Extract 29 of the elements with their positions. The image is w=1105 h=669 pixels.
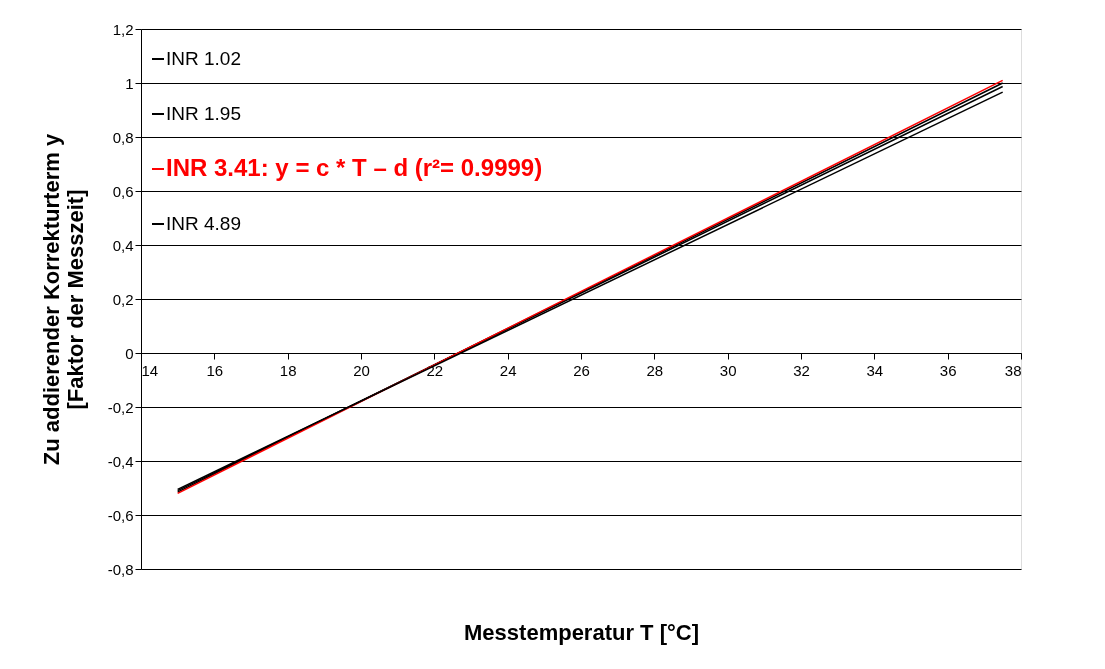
x-tick-label: 38 xyxy=(1004,361,1022,379)
y-tick-label: 0,2 xyxy=(112,290,134,308)
legend-label: INR 1.95 xyxy=(166,103,241,124)
y-tick-label: 0,6 xyxy=(112,182,134,200)
y-tick-label: 0,4 xyxy=(112,236,134,254)
x-tick-label: 32 xyxy=(793,361,810,379)
y-tick-label: -0,8 xyxy=(107,560,134,578)
x-tick-label: 34 xyxy=(866,361,884,379)
y-axis-title: Zu addierender Korrekturterm y [Faktor der Messzeit] xyxy=(38,133,88,466)
legend-label: INR 3.41: y = c * T – d (r²= 0.9999) xyxy=(166,154,543,181)
x-tick-label: 20 xyxy=(353,361,370,379)
legend-label: INR 1.02 xyxy=(166,48,241,69)
y-tick-label: 1,2 xyxy=(112,20,134,38)
y-tick-label: -0,6 xyxy=(107,506,134,524)
x-tick-label: 16 xyxy=(206,361,224,379)
x-tick-label: 30 xyxy=(719,361,737,379)
x-tick-label: 24 xyxy=(499,361,517,379)
x-tick-label: 14 xyxy=(141,361,159,379)
y-tick-label: -0,4 xyxy=(107,452,134,470)
x-axis-title: Messtemperatur T [°C] xyxy=(464,619,699,645)
y-tick-label: 0 xyxy=(125,344,134,362)
y-tick-label: 0,8 xyxy=(112,128,134,146)
y-tick-label: -0,2 xyxy=(107,398,134,416)
x-tick-label: 36 xyxy=(939,361,957,379)
y-tick-label: 1 xyxy=(125,74,134,92)
x-tick-label: 26 xyxy=(573,361,590,379)
legend-label: INR 4.89 xyxy=(166,213,241,234)
x-tick-label: 18 xyxy=(279,361,297,379)
x-tick-label: 28 xyxy=(646,361,664,379)
